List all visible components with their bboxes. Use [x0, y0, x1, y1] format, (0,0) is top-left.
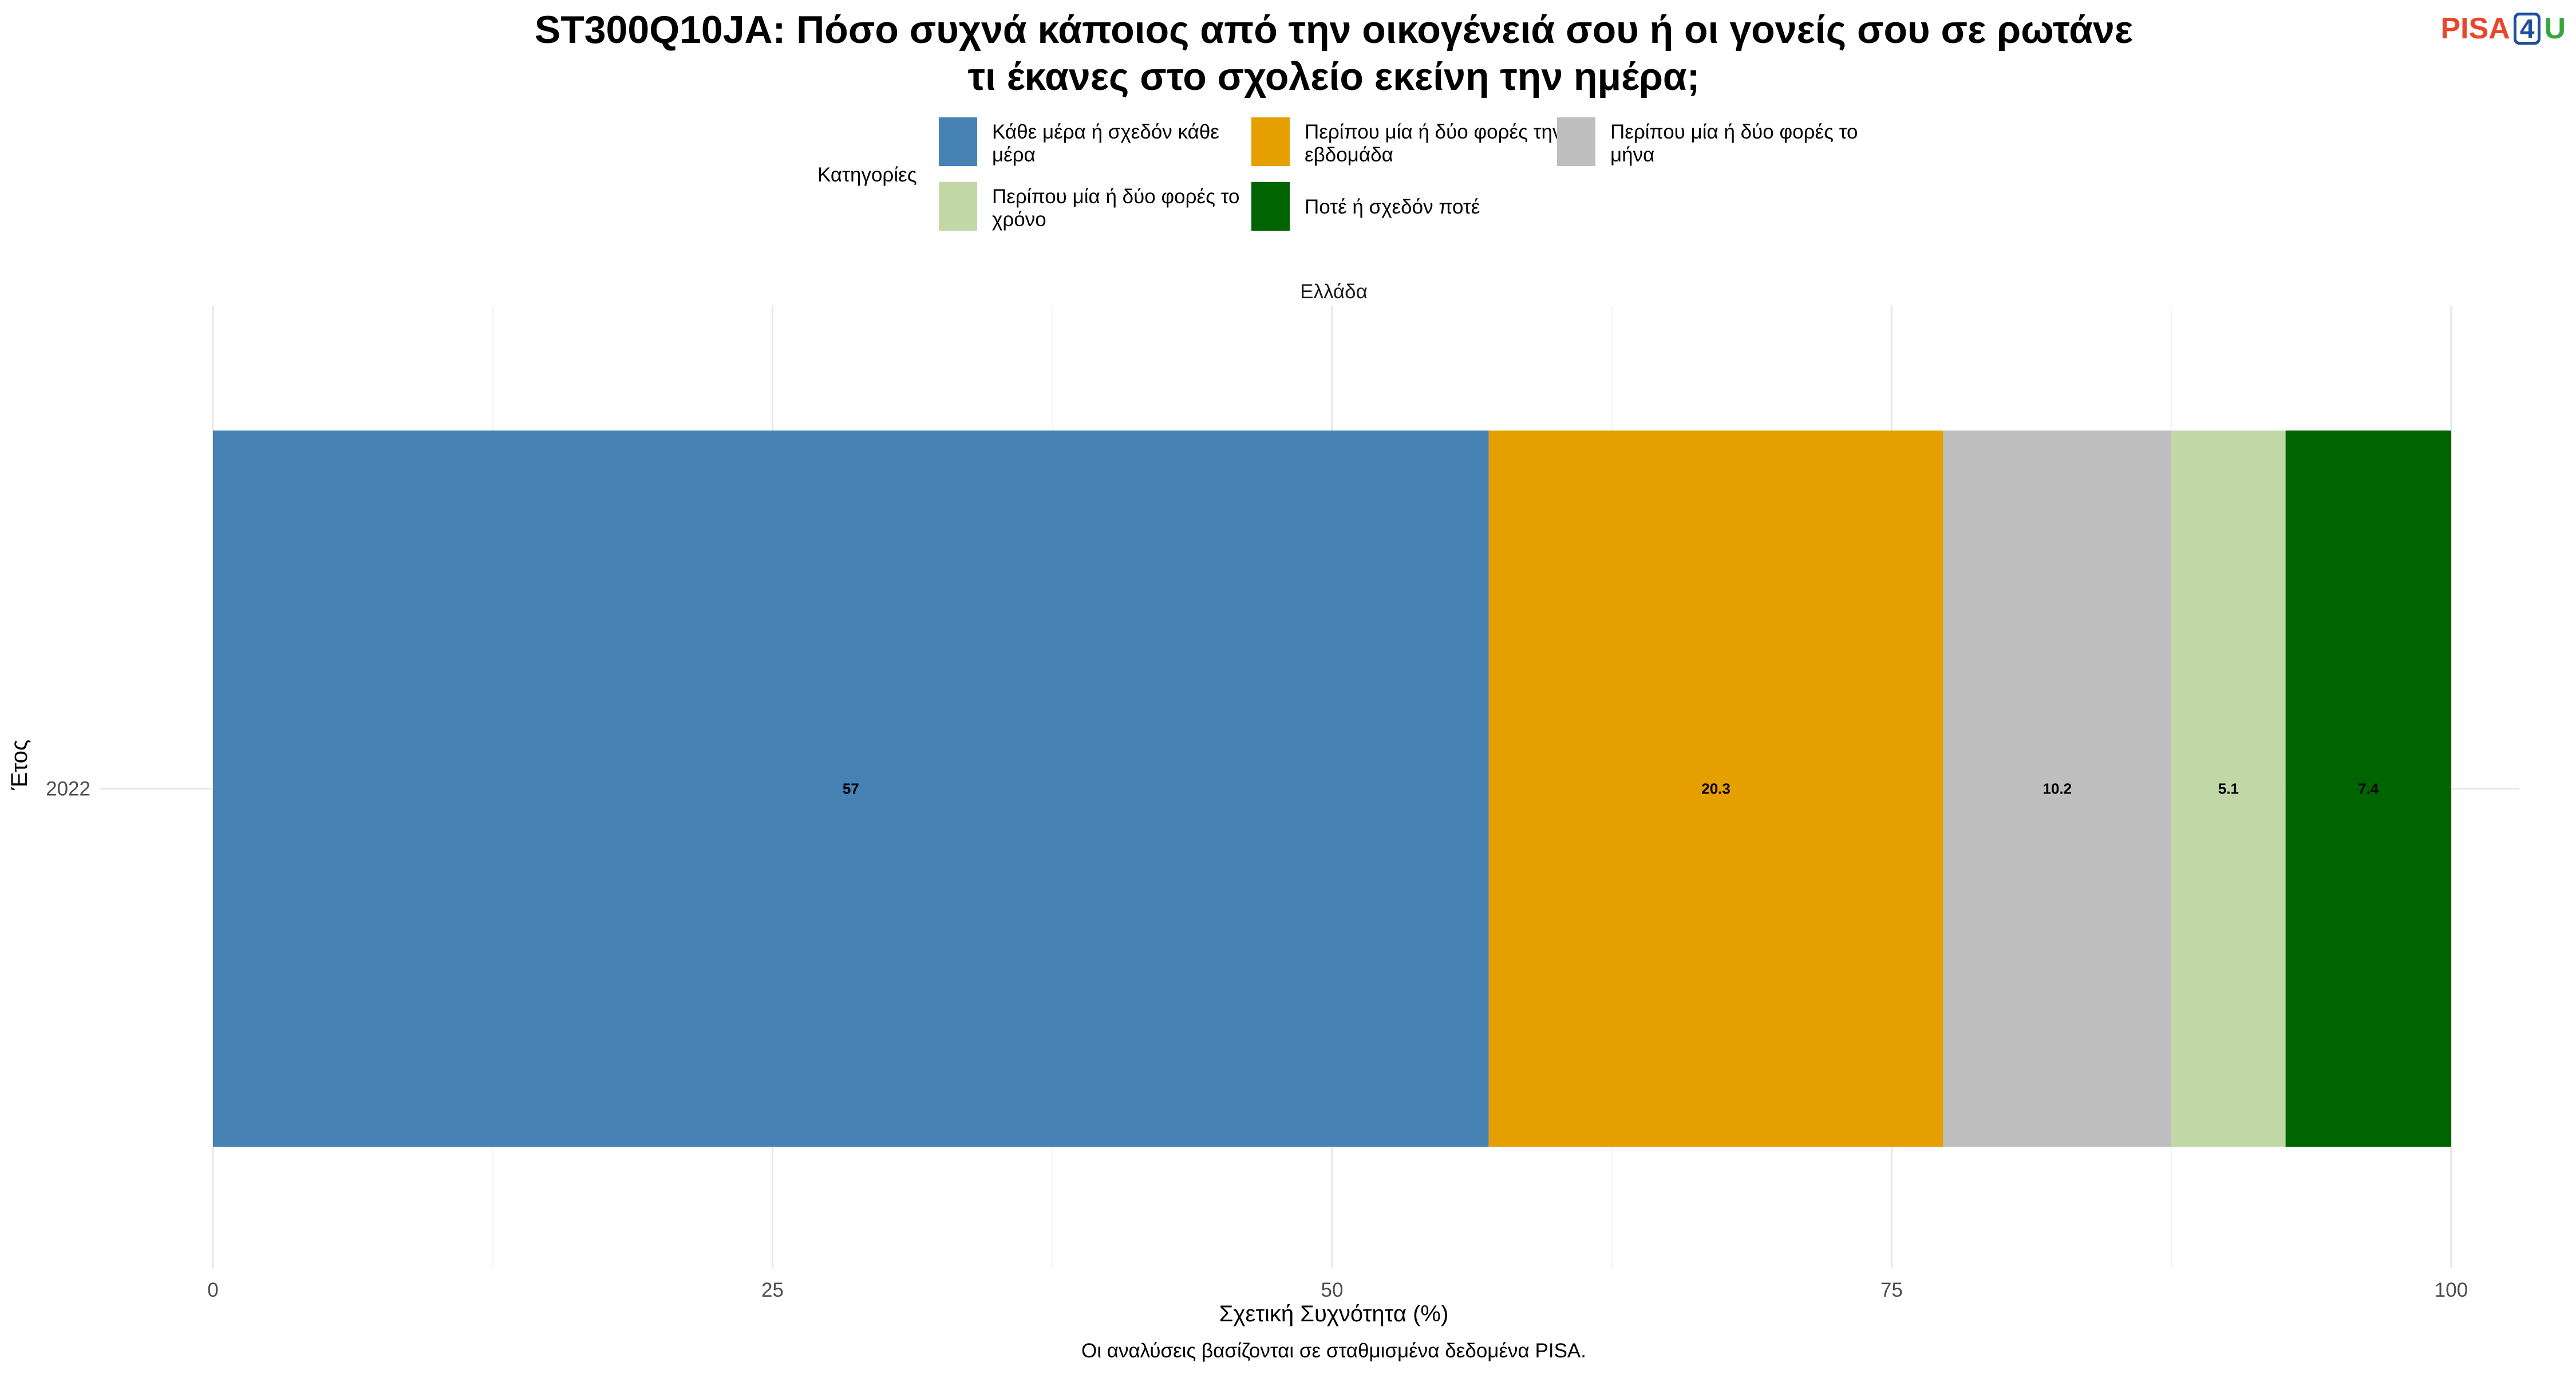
bar-value-label: 10.2 — [2043, 780, 2072, 797]
legend-title: Κατηγορίες — [817, 164, 917, 186]
legend-label-yearly: Περίπου μία ή δύο φορές το χρόνο — [992, 185, 1240, 231]
bar-value-label: 5.1 — [2218, 780, 2239, 797]
legend-swatch-monthly — [1557, 117, 1595, 166]
logo-pisa-text: PISA — [2440, 12, 2510, 45]
legend-swatch-yearly — [939, 182, 977, 231]
legend-item-never: Ποτέ ή σχεδόν ποτέ — [1251, 182, 1574, 231]
bar-value-label: 7.4 — [2358, 780, 2379, 797]
bar-segment-yearly — [2171, 431, 2286, 1147]
bar-segment-daily — [213, 431, 1489, 1147]
y-tick-label: 2022 — [46, 778, 90, 800]
bar-value-label: 57 — [843, 780, 859, 797]
legend-label-weekly: Περίπου μία ή δύο φορές την εβδομάδα — [1305, 121, 1563, 167]
x-tick-label: 75 — [1880, 1279, 1903, 1301]
legend-item-yearly: Περίπου μία ή δύο φορές το χρόνο — [939, 182, 1261, 232]
legend-swatch-never — [1251, 182, 1290, 231]
bar-segment-weekly — [1488, 431, 1943, 1147]
x-axis-label: Σχετική Συχνότητα (%) — [1219, 1301, 1449, 1326]
legend-item-weekly: Περίπου μία ή δύο φορές την εβδομάδα — [1251, 117, 1574, 167]
legend-label-daily: Κάθε μέρα ή σχεδόν κάθε μέρα — [992, 121, 1219, 167]
x-tick-label: 100 — [2435, 1279, 2468, 1301]
facet-label: Ελλάδα — [1300, 281, 1368, 303]
x-tick-label: 0 — [207, 1279, 218, 1301]
x-tick-label: 50 — [1321, 1279, 1344, 1301]
logo-four-badge: 4 — [2513, 13, 2541, 45]
legend-label-never: Ποτέ ή σχεδόν ποτέ — [1305, 196, 1480, 218]
chart-title-line-1: ST300Q10JA: Πόσο συχνά κάποιος από την ο… — [534, 8, 2134, 52]
legend-item-daily: Κάθε μέρα ή σχεδόν κάθε μέρα — [939, 117, 1261, 167]
legend-swatch-weekly — [1251, 117, 1290, 166]
footer-caption: Οι αναλύσεις βασίζονται σε σταθμισμένα δ… — [1081, 1340, 1586, 1362]
legend-label-monthly: Περίπου μία ή δύο φορές το μήνα — [1610, 121, 1858, 167]
x-tick-label: 25 — [761, 1279, 784, 1301]
pisa4u-logo: PISA 4 U — [2440, 11, 2566, 46]
y-axis-label: Έτος — [7, 739, 32, 790]
bar-segment-monthly — [1943, 431, 2172, 1147]
bar-segment-never — [2285, 431, 2451, 1147]
legend-swatch-daily — [939, 117, 977, 166]
legend-item-monthly: Περίπου μία ή δύο φορές το μήνα — [1557, 117, 1879, 167]
logo-u-text: U — [2544, 12, 2566, 45]
chart-title-line-2: τι έκανες στο σχολείο εκείνη την ημέρα; — [967, 54, 1700, 98]
chart-title: ST300Q10JA: Πόσο συχνά κάποιος από την ο… — [0, 7, 2576, 100]
bar-value-label: 20.3 — [1701, 780, 1730, 797]
